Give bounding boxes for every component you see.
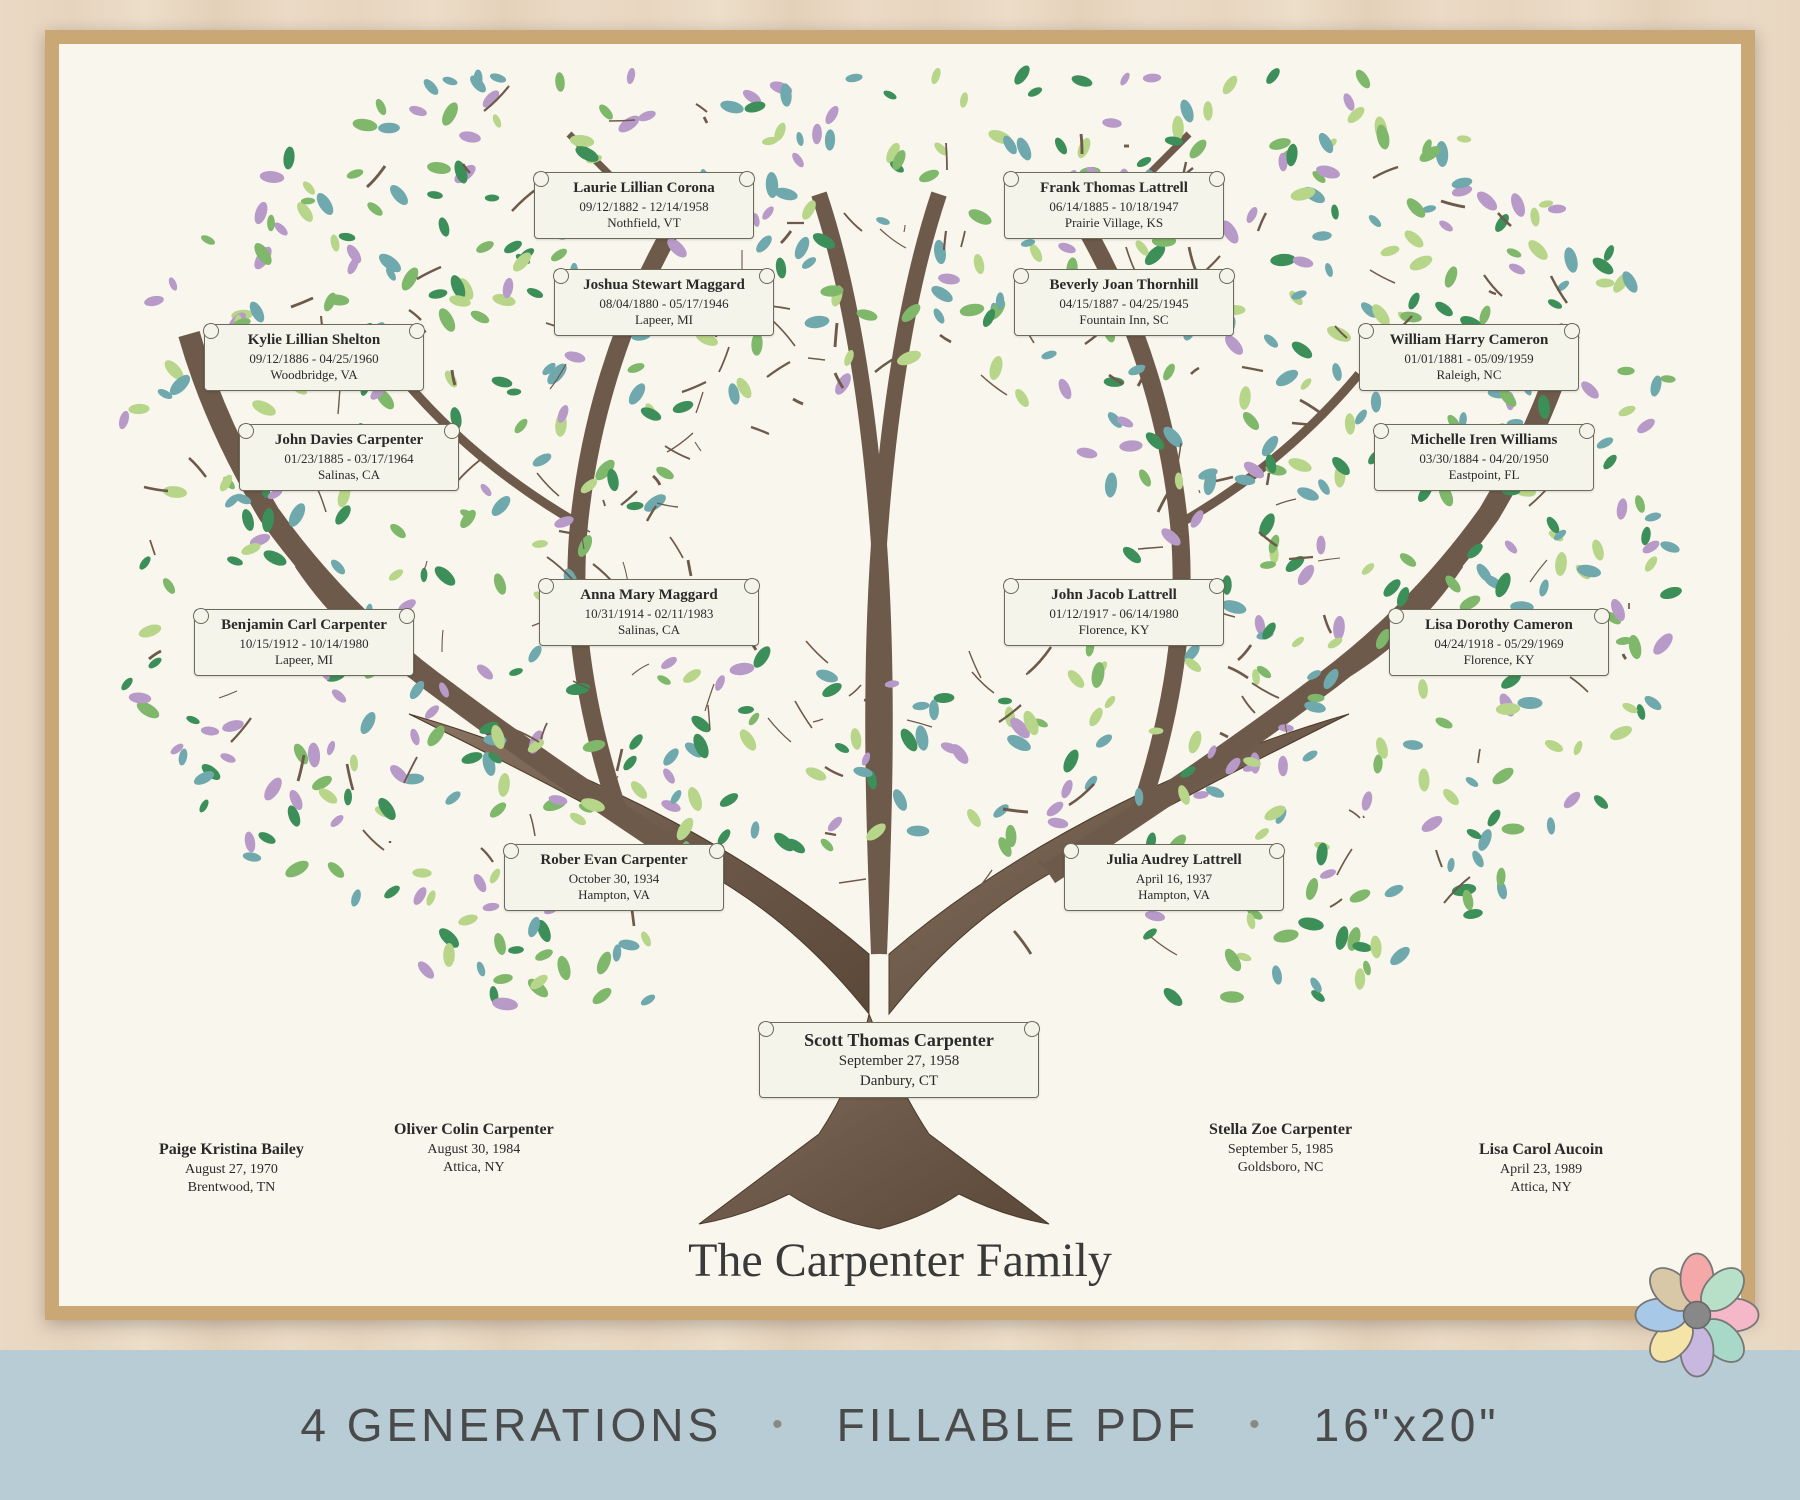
ancestor-name: Rober Evan Carpenter bbox=[513, 851, 715, 871]
ancestor-place: Lapeer, MI bbox=[203, 652, 405, 669]
footer-bar: 4 GENERATIONS • FILLABLE PDF • 16"x20" bbox=[0, 1350, 1800, 1500]
descendant-name: Stella Zoe Carpenter bbox=[1209, 1119, 1352, 1141]
footer-fillable: FILLABLE PDF bbox=[837, 1398, 1199, 1452]
ancestor-place: Nothfield, VT bbox=[543, 215, 745, 232]
ancestor-dates: 10/31/1914 - 02/11/1983 bbox=[548, 606, 750, 623]
ancestor-place: Danbury, CT bbox=[768, 1072, 1030, 1092]
ancestor-name: Anna Mary Maggard bbox=[548, 586, 750, 606]
ancestor-dates: 01/12/1917 - 06/14/1980 bbox=[1013, 606, 1215, 623]
descendant-name: Lisa Carol Aucoin bbox=[1479, 1139, 1603, 1161]
footer-dot: • bbox=[1249, 1408, 1264, 1442]
descendant-date: August 27, 1970 bbox=[159, 1161, 304, 1180]
ancestor-name: Kylie Lillian Shelton bbox=[213, 331, 415, 351]
ancestor-scroll: Beverly Joan Thornhill04/15/1887 - 04/25… bbox=[1014, 269, 1234, 336]
ancestor-name: William Harry Cameron bbox=[1368, 331, 1570, 351]
ancestor-dates: 09/12/1882 - 12/14/1958 bbox=[543, 199, 745, 216]
ancestor-place: Hampton, VA bbox=[513, 887, 715, 904]
descendant-place: Brentwood, TN bbox=[159, 1179, 304, 1198]
descendant-place: Goldsboro, NC bbox=[1209, 1159, 1352, 1178]
ancestor-place: Lapeer, MI bbox=[563, 312, 765, 329]
descendant-name: Oliver Colin Carpenter bbox=[394, 1119, 554, 1141]
ancestor-name: Frank Thomas Lattrell bbox=[1013, 179, 1215, 199]
ancestor-name: Benjamin Carl Carpenter bbox=[203, 616, 405, 636]
ancestor-scroll: Joshua Stewart Maggard08/04/1880 - 05/17… bbox=[554, 269, 774, 336]
ancestor-scroll: Michelle Iren Williams03/30/1884 - 04/20… bbox=[1374, 424, 1594, 491]
footer-generations: 4 GENERATIONS bbox=[300, 1398, 722, 1452]
ancestor-place: Eastpoint, FL bbox=[1383, 467, 1585, 484]
ancestor-dates: 03/30/1884 - 04/20/1950 bbox=[1383, 451, 1585, 468]
descendant-name: Paige Kristina Bailey bbox=[159, 1139, 304, 1161]
ancestor-name: Scott Thomas Carpenter bbox=[768, 1029, 1030, 1052]
ancestor-scroll: William Harry Cameron01/01/1881 - 05/09/… bbox=[1359, 324, 1579, 391]
ancestor-place: Woodbridge, VA bbox=[213, 367, 415, 384]
ancestor-name: John Jacob Lattrell bbox=[1013, 586, 1215, 606]
descendant-place: Attica, NY bbox=[394, 1159, 554, 1178]
ancestor-scroll: Lisa Dorothy Cameron04/24/1918 - 05/29/1… bbox=[1389, 609, 1609, 676]
ancestor-scroll: Kylie Lillian Shelton09/12/1886 - 04/25/… bbox=[204, 324, 424, 391]
footer-size: 16"x20" bbox=[1314, 1398, 1500, 1452]
ancestor-dates: September 27, 1958 bbox=[768, 1052, 1030, 1072]
ancestor-scroll: Laurie Lillian Corona09/12/1882 - 12/14/… bbox=[534, 172, 754, 239]
ancestor-place: Salinas, CA bbox=[548, 622, 750, 639]
ancestor-scroll: Scott Thomas CarpenterSeptember 27, 1958… bbox=[759, 1022, 1039, 1098]
descendant-entry: Oliver Colin CarpenterAugust 30, 1984Att… bbox=[394, 1119, 554, 1178]
ancestor-scroll: Frank Thomas Lattrell06/14/1885 - 10/18/… bbox=[1004, 172, 1224, 239]
family-title: The Carpenter Family bbox=[688, 1233, 1112, 1288]
ancestor-place: Florence, KY bbox=[1013, 622, 1215, 639]
frame: Scott Thomas CarpenterSeptember 27, 1958… bbox=[45, 30, 1755, 1320]
ancestor-scroll: Rober Evan CarpenterOctober 30, 1934Hamp… bbox=[504, 844, 724, 911]
descendant-place: Attica, NY bbox=[1479, 1179, 1603, 1198]
ancestor-dates: 09/12/1886 - 04/25/1960 bbox=[213, 351, 415, 368]
ancestor-dates: 10/15/1912 - 10/14/1980 bbox=[203, 636, 405, 653]
ancestor-place: Prairie Village, KS bbox=[1013, 215, 1215, 232]
descendant-date: April 23, 1989 bbox=[1479, 1161, 1603, 1180]
ancestor-name: Beverly Joan Thornhill bbox=[1023, 276, 1225, 296]
ancestor-dates: 04/15/1887 - 04/25/1945 bbox=[1023, 296, 1225, 313]
ancestor-name: Julia Audrey Lattrell bbox=[1073, 851, 1275, 871]
ancestor-place: Florence, KY bbox=[1398, 652, 1600, 669]
ancestor-scroll: Julia Audrey LattrellApril 16, 1937Hampt… bbox=[1064, 844, 1284, 911]
ancestor-name: Lisa Dorothy Cameron bbox=[1398, 616, 1600, 636]
ancestor-scroll: Anna Mary Maggard10/31/1914 - 02/11/1983… bbox=[539, 579, 759, 646]
ancestor-name: Joshua Stewart Maggard bbox=[563, 276, 765, 296]
ancestor-scroll: Benjamin Carl Carpenter10/15/1912 - 10/1… bbox=[194, 609, 414, 676]
ancestor-scroll: John Davies Carpenter01/23/1885 - 03/17/… bbox=[239, 424, 459, 491]
ancestor-name: Michelle Iren Williams bbox=[1383, 431, 1585, 451]
ancestor-dates: 01/23/1885 - 03/17/1964 bbox=[248, 451, 450, 468]
ancestor-dates: 04/24/1918 - 05/29/1969 bbox=[1398, 636, 1600, 653]
ancestor-name: Laurie Lillian Corona bbox=[543, 179, 745, 199]
ancestor-name: John Davies Carpenter bbox=[248, 431, 450, 451]
ancestor-dates: 06/14/1885 - 10/18/1947 bbox=[1013, 199, 1215, 216]
ancestor-dates: October 30, 1934 bbox=[513, 871, 715, 888]
ancestor-place: Salinas, CA bbox=[248, 467, 450, 484]
ancestor-place: Fountain Inn, SC bbox=[1023, 312, 1225, 329]
footer-dot: • bbox=[772, 1408, 787, 1442]
ancestor-dates: 08/04/1880 - 05/17/1946 bbox=[563, 296, 765, 313]
ancestor-dates: 01/01/1881 - 05/09/1959 bbox=[1368, 351, 1570, 368]
ancestor-scroll: John Jacob Lattrell01/12/1917 - 06/14/19… bbox=[1004, 579, 1224, 646]
descendant-entry: Lisa Carol AucoinApril 23, 1989Attica, N… bbox=[1479, 1139, 1603, 1198]
descendant-entry: Stella Zoe CarpenterSeptember 5, 1985Gol… bbox=[1209, 1119, 1352, 1178]
descendant-date: September 5, 1985 bbox=[1209, 1141, 1352, 1160]
flower-icon bbox=[1622, 1240, 1772, 1390]
descendant-entry: Paige Kristina BaileyAugust 27, 1970Bren… bbox=[159, 1139, 304, 1198]
canvas: Scott Thomas CarpenterSeptember 27, 1958… bbox=[59, 44, 1741, 1306]
ancestor-place: Hampton, VA bbox=[1073, 887, 1275, 904]
ancestor-place: Raleigh, NC bbox=[1368, 367, 1570, 384]
ancestor-dates: April 16, 1937 bbox=[1073, 871, 1275, 888]
descendant-date: August 30, 1984 bbox=[394, 1141, 554, 1160]
